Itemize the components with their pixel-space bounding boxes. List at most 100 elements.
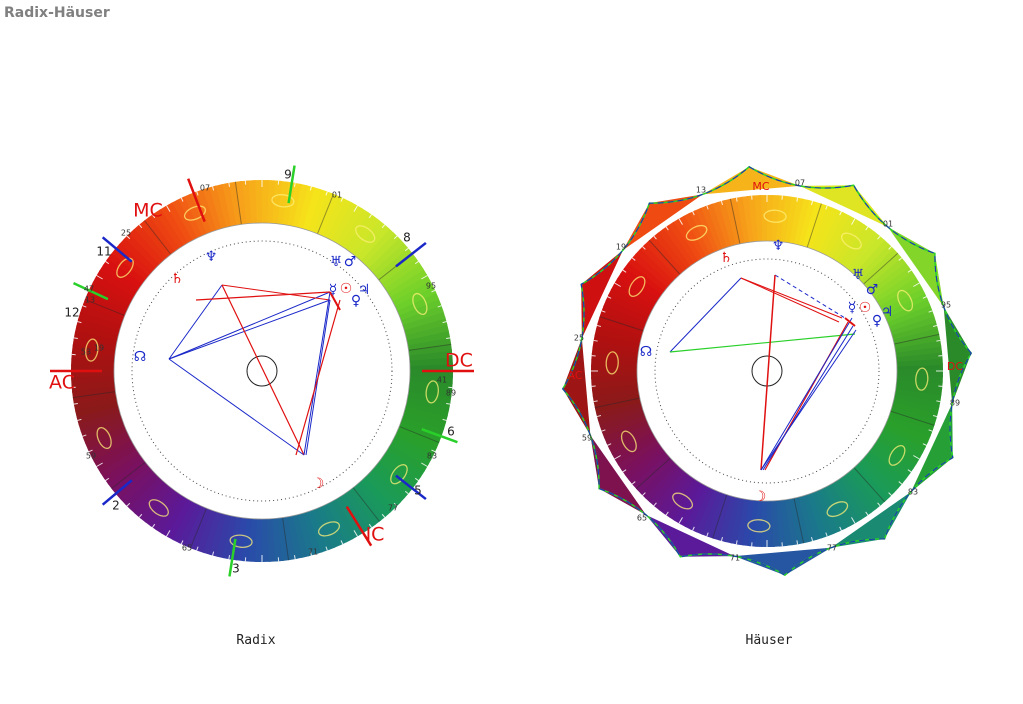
zodiac-ring-segment	[682, 212, 711, 257]
house-cusp	[72, 281, 109, 301]
zodiac-ring-segment	[312, 507, 336, 551]
degree-tick	[653, 235, 657, 240]
zodiac-ring-segment	[890, 314, 937, 336]
zodiac-ring-segment	[306, 188, 328, 232]
planet-glyph: ☽	[312, 476, 325, 492]
degree-tick	[393, 502, 398, 507]
zodiac-sign-icon	[840, 232, 862, 250]
zodiac-ring-segment	[860, 456, 900, 494]
degree-tick	[152, 214, 156, 219]
zodiac-ring-segment	[98, 264, 140, 294]
house-point	[887, 226, 944, 307]
degree-tick	[414, 477, 419, 481]
zodiac-sign-icon	[747, 519, 771, 533]
zodiac-sign-icon	[620, 430, 637, 453]
zodiac-ring-segment	[381, 452, 422, 484]
zodiac-ring-segment	[78, 411, 122, 432]
degree-label: 59	[582, 434, 592, 443]
sign-divider	[399, 425, 440, 444]
degree-tick	[631, 257, 636, 261]
aspect-line	[669, 277, 742, 353]
zodiac-ring-segment	[617, 439, 660, 471]
zodiac-sign-icon	[85, 338, 99, 362]
zodiac-ring-segment	[852, 238, 890, 278]
planet-glyph: ♃	[881, 304, 894, 320]
zodiac-ring-segment	[110, 248, 149, 282]
zodiac-ring-segment	[815, 489, 841, 535]
sign-divider	[189, 508, 208, 549]
planet-glyph: ♄	[720, 250, 733, 266]
zodiac-ring-segment	[391, 279, 434, 307]
zodiac-ring-segment	[182, 193, 207, 237]
zodiac-ring-segment	[881, 426, 926, 454]
sign-divider	[793, 498, 805, 544]
zodiac-ring-segment	[74, 324, 119, 342]
degree-tick	[404, 490, 409, 495]
zodiac-ring-segment	[405, 322, 449, 341]
zodiac-ring-segment	[170, 199, 198, 242]
aspect-line	[221, 284, 305, 456]
zodiac-ring-segment	[281, 181, 296, 226]
zodiac-ring-segment	[891, 401, 939, 420]
degree-tick	[212, 186, 215, 191]
zodiac-ring-segment	[892, 326, 940, 344]
house-cusp	[287, 165, 296, 204]
zodiac-ring-segment	[865, 256, 906, 291]
degree-tick	[77, 418, 82, 421]
zodiac-ring-segment	[871, 266, 913, 299]
planet-glyph: ☉	[859, 300, 872, 316]
degree-label: 19	[616, 243, 626, 252]
zodiac-sign-icon	[605, 351, 619, 375]
zodiac-ring-segment	[679, 483, 708, 528]
degree-tick	[928, 310, 933, 313]
zodiac-ring-segment	[387, 443, 429, 473]
degree-tick	[796, 540, 799, 545]
degree-label: 19	[94, 344, 104, 353]
zodiac-ring-segment	[357, 479, 392, 518]
zodiac-ring-segment	[384, 448, 426, 478]
degree-label: 25	[121, 229, 131, 238]
zodiac-ring-segment	[120, 470, 157, 506]
degree-tick	[922, 443, 927, 446]
planet-glyph: ☿	[329, 282, 338, 298]
zodiac-ring-segment	[611, 432, 656, 461]
zodiac-ring-segment	[103, 453, 144, 485]
degree-tick	[228, 555, 231, 560]
degree-tick	[325, 546, 328, 551]
zodiac-ring-segment	[693, 207, 719, 253]
zodiac-ring-segment	[404, 405, 448, 424]
zodiac-ring-segment	[640, 461, 678, 499]
zodiac-ring-segment	[636, 457, 675, 495]
zodiac-ring-segment	[178, 504, 204, 547]
zodiac-ring-segment	[649, 467, 685, 508]
zodiac-ring-segment	[634, 248, 674, 286]
zodiac-ring-segment	[896, 369, 944, 378]
zodiac-ring-segment	[881, 286, 926, 315]
zodiac-ring-segment	[153, 209, 184, 250]
degree-label: 01	[332, 191, 342, 200]
degree-tick	[851, 517, 856, 524]
degree-tick	[839, 211, 842, 216]
house-point	[646, 515, 735, 557]
zodiac-ring-segment	[850, 466, 887, 506]
zodiac-ring-segment	[621, 443, 663, 476]
zodiac-ring-segment	[710, 201, 732, 248]
degree-tick	[166, 530, 171, 537]
degree-tick	[446, 337, 451, 340]
degree-tick	[642, 246, 646, 250]
zodiac-ring-segment	[75, 401, 119, 420]
zodiac-ring-segment	[608, 288, 653, 316]
aspect-line	[669, 333, 856, 353]
degree-tick	[309, 551, 312, 556]
degree-tick	[73, 402, 78, 405]
degree-label: 89	[446, 389, 456, 398]
zodiac-ring-segment	[828, 482, 857, 527]
zodiac-ring-segment	[603, 299, 649, 324]
zodiac-ring-segment	[190, 508, 213, 552]
degree-tick	[933, 415, 938, 418]
zodiac-ring-segment	[895, 387, 942, 402]
degree-tick	[614, 455, 621, 460]
zodiac-ring-segment	[610, 283, 655, 312]
degree-tick	[381, 513, 386, 518]
planet-glyph: ♃	[358, 282, 371, 298]
